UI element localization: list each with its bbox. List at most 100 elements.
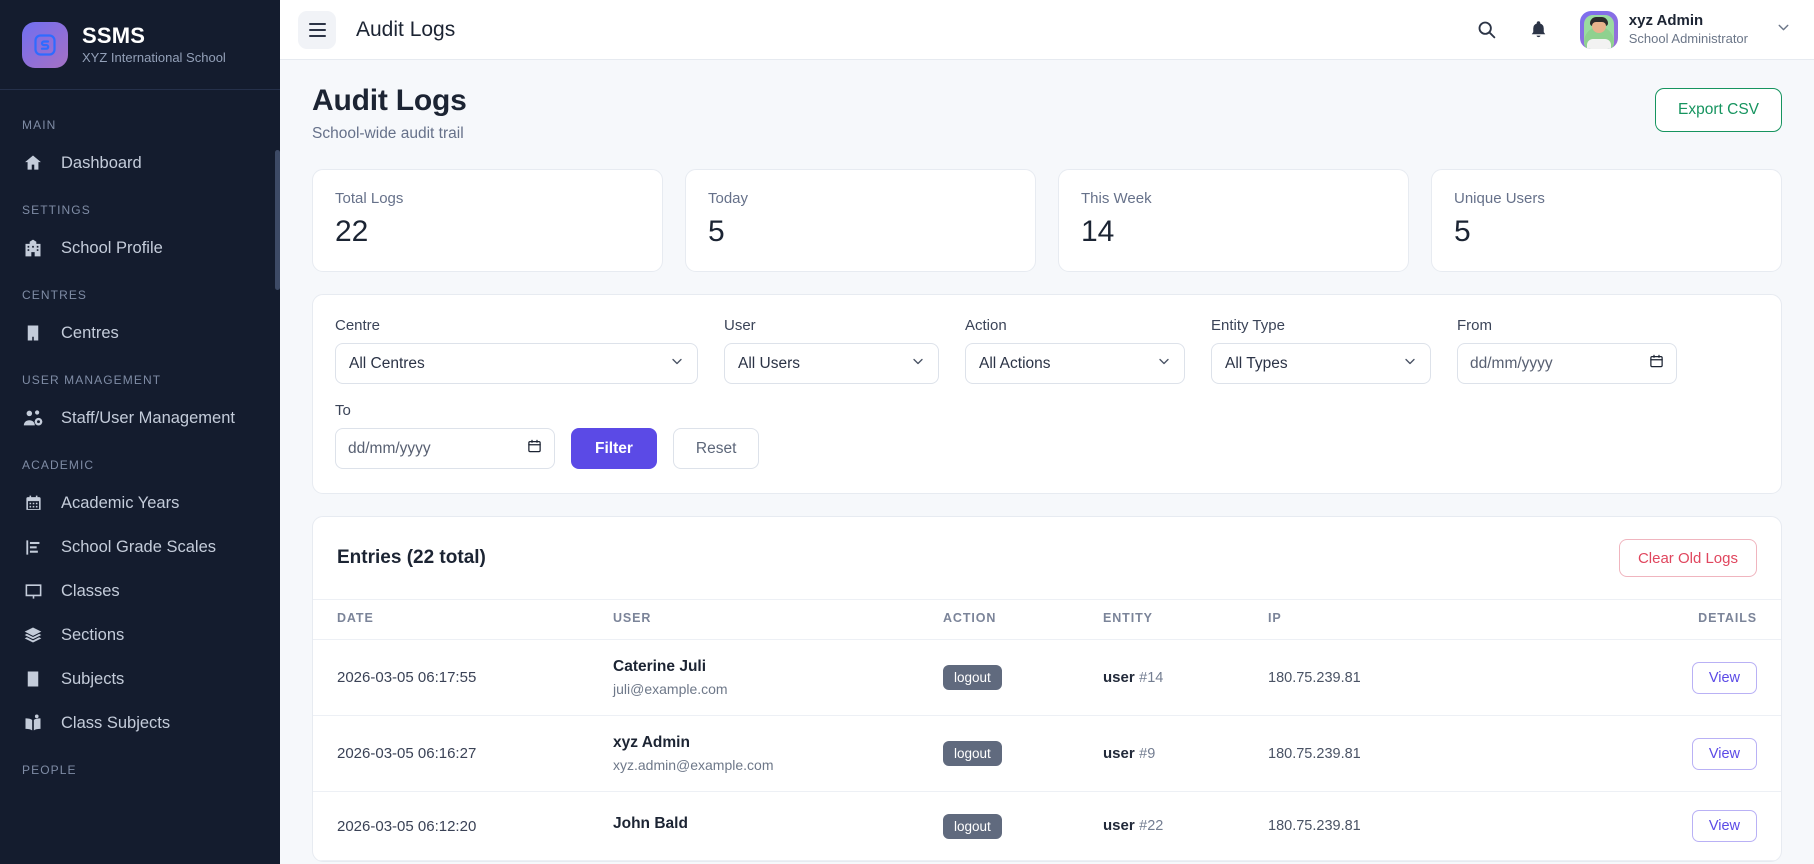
sidebar-item-dashboard[interactable]: Dashboard [0, 141, 280, 185]
entity-type: user [1103, 668, 1135, 686]
stat-card-unique-users: Unique Users 5 [1431, 169, 1782, 272]
column-header-entity: ENTITY [1103, 599, 1268, 640]
entity-type-select[interactable]: All Types [1211, 343, 1431, 384]
sidebar-item-label: Class Subjects [61, 713, 171, 732]
sidebar-item-academic-years[interactable]: Academic Years [0, 481, 280, 525]
user-role: School Administrator [1628, 30, 1748, 46]
view-button[interactable]: View [1691, 737, 1757, 770]
brand-subtitle: XYZ International School [82, 50, 226, 66]
to-date-input[interactable]: dd/mm/yyyy [335, 428, 555, 469]
action-badge: logout [943, 665, 1002, 690]
view-button[interactable]: View [1691, 661, 1757, 694]
notification-bell-icon[interactable] [1524, 15, 1554, 45]
page-title: Audit Logs [312, 84, 467, 117]
calendar-icon[interactable] [527, 438, 542, 459]
cell-date: 2026-03-05 06:12:20 [313, 791, 613, 861]
cell-entity: user #9 [1103, 715, 1268, 792]
sidebar-item-classes[interactable]: Classes [0, 569, 280, 613]
sidebar-group-label-people: PEOPLE [22, 763, 77, 777]
sidebar-item-class-subjects[interactable]: Class Subjects [0, 701, 280, 745]
entries-title: Entries (22 total) [337, 547, 486, 568]
sidebar-item-centres[interactable]: Centres [0, 311, 280, 355]
cell-ip: 180.75.239.81 [1268, 715, 1568, 792]
ssms-logo-icon [22, 21, 68, 68]
sidebar-brand[interactable]: SSMS XYZ International School [0, 0, 280, 90]
cell-user: Caterine Juli juli@example.com [613, 639, 943, 716]
centre-select[interactable]: All Centres [335, 343, 698, 384]
user-select[interactable]: All Users [724, 343, 939, 384]
column-header-details: DETAILS [1568, 599, 1781, 640]
sidebar-item-label: Sections [61, 625, 125, 644]
sidebar-item-label: Subjects [61, 669, 125, 688]
table-row: 2026-03-05 06:12:20 John Bald logout use… [313, 791, 1781, 861]
sidebar-item-label: Dashboard [61, 153, 142, 172]
filter-button[interactable]: Filter [571, 428, 657, 469]
entity-id: #9 [1139, 745, 1156, 762]
filter-to-label: To [335, 402, 351, 419]
page-content: Audit Logs School-wide audit trail Expor… [280, 60, 1814, 864]
avatar [1579, 10, 1618, 49]
cell-entity: user #22 [1103, 791, 1268, 861]
sidebar-item-label: Academic Years [61, 493, 180, 512]
stat-card-this-week: This Week 14 [1058, 169, 1409, 272]
filter-to-date: To dd/mm/yyyy [335, 402, 555, 469]
sidebar-nav: MAIN Dashboard SETTINGS School Profile C… [0, 90, 280, 786]
sidebar-group-label-user-management: USER MANAGEMENT [22, 373, 162, 387]
user-menu[interactable]: xyz Admin School Administrator [1576, 10, 1792, 49]
stats-row: Total Logs 22 Today 5 This Week 14 Uniqu… [312, 169, 1782, 272]
entity-type: user [1103, 744, 1135, 762]
stat-card-today: Today 5 [685, 169, 1036, 272]
filters-panel: Centre All Centres User [312, 294, 1782, 494]
entity-id: #22 [1139, 818, 1164, 834]
cell-date: 2026-03-05 06:17:55 [313, 639, 613, 716]
user-full-name: xyz Admin [613, 734, 690, 751]
table-header-row: DATE USER ACTION ENTITY IP DETAILS [313, 599, 1781, 640]
sidebar-item-school-grade-scales[interactable]: School Grade Scales [0, 525, 280, 569]
filter-action-label: Action [965, 317, 1007, 334]
clear-old-logs-button[interactable]: Clear Old Logs [1618, 539, 1757, 577]
sidebar-item-sections[interactable]: Sections [0, 613, 280, 657]
sidebar-item-label: Staff/User Management [61, 408, 235, 427]
search-icon[interactable] [1472, 15, 1502, 45]
entity-id: #14 [1139, 669, 1164, 686]
users-gear-icon [22, 407, 44, 429]
board-icon [22, 580, 44, 602]
bar-chart-icon [22, 536, 44, 558]
reset-button[interactable]: Reset [672, 428, 760, 469]
sidebar-item-subjects[interactable]: Subjects [0, 657, 280, 701]
building-icon [22, 322, 44, 344]
hamburger-icon[interactable] [298, 10, 336, 49]
stat-label: This Week [1081, 190, 1152, 207]
column-header-action: ACTION [943, 599, 1103, 640]
cell-details: View [1568, 639, 1781, 716]
cell-date: 2026-03-05 06:16:27 [313, 715, 613, 792]
export-csv-button[interactable]: Export CSV [1655, 88, 1782, 132]
calendar-icon[interactable] [1649, 353, 1664, 374]
page-header: Audit Logs School-wide audit trail Expor… [312, 84, 1782, 143]
sidebar-group-label-settings: SETTINGS [22, 203, 91, 217]
table-row: 2026-03-05 06:16:27 xyz Admin xyz.admin@… [313, 715, 1781, 792]
filter-from-label: From [1457, 317, 1492, 334]
topbar: Audit Logs xyz Admin School Administrato… [280, 0, 1814, 60]
column-header-date: DATE [313, 599, 613, 640]
stat-value: 5 [1454, 215, 1471, 248]
column-header-user: USER [613, 599, 943, 640]
view-button[interactable]: View [1691, 810, 1757, 842]
stat-value: 14 [1081, 215, 1115, 248]
from-date-input[interactable]: dd/mm/yyyy [1457, 343, 1677, 384]
entries-panel: Entries (22 total) Clear Old Logs DATE U… [312, 516, 1782, 862]
sidebar-item-staff-user-management[interactable]: Staff/User Management [0, 396, 280, 440]
stat-value: 22 [335, 215, 369, 248]
audit-logs-table: DATE USER ACTION ENTITY IP DETAILS 2026-… [313, 599, 1781, 861]
school-building-icon [22, 237, 44, 259]
layers-icon [22, 624, 44, 646]
action-badge: logout [943, 813, 1002, 839]
action-badge: logout [943, 741, 1002, 766]
filter-entity-type: Entity Type All Types [1211, 317, 1431, 384]
sidebar-scrollbar[interactable] [275, 150, 280, 290]
sidebar-item-school-profile[interactable]: School Profile [0, 226, 280, 270]
action-select[interactable]: All Actions [965, 343, 1185, 384]
cell-ip: 180.75.239.81 [1268, 791, 1568, 861]
cell-user: xyz Admin xyz.admin@example.com [613, 715, 943, 792]
